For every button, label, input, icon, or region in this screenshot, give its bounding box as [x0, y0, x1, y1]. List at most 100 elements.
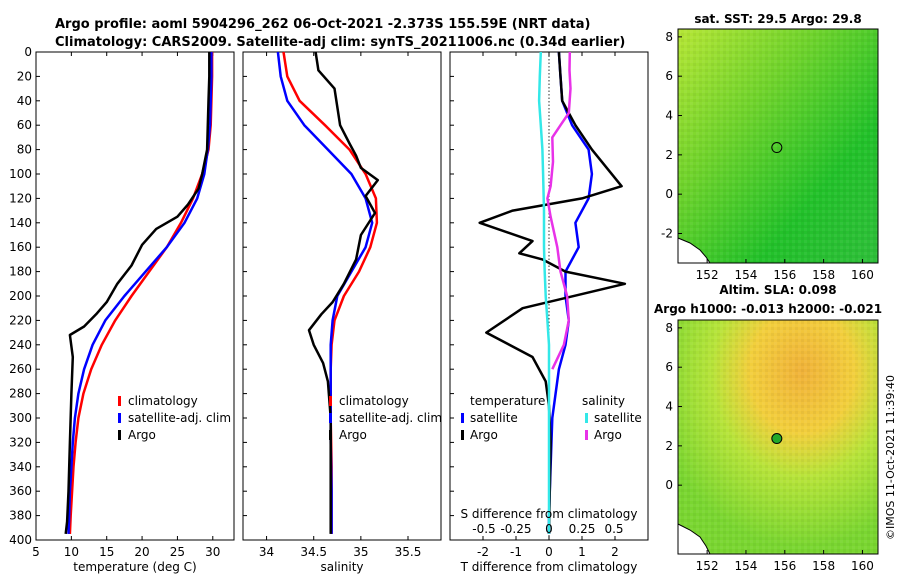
- y-tick-label: 40: [17, 94, 32, 108]
- legend-label-climatology: climatology: [339, 394, 409, 408]
- depth-axis-ticks: 0 20 40 60 80 100 120 140 160 180 200 220 240 260 280 3…: [9, 45, 454, 547]
- y-tick-label: 160: [9, 240, 32, 254]
- temperature-axes-frame: [35, 51, 235, 541]
- legend-swatch-climatology: [118, 396, 121, 406]
- legend-swatch-t-satellite: [461, 413, 464, 423]
- salinity-axes-frame: [242, 51, 442, 541]
- series-line-s-satellite: [537, 51, 551, 534]
- sst-heatmap-texture: [678, 29, 878, 263]
- s-tick-label: 0.25: [569, 522, 596, 536]
- legend-swatch-argo: [118, 430, 121, 440]
- map-y-tick-label: 6: [665, 360, 673, 374]
- series-line-s-argo: [546, 51, 572, 370]
- s-tick-label: 0.5: [604, 522, 623, 536]
- y-tick-label: 80: [17, 143, 32, 157]
- argo-location-marker: [771, 142, 783, 154]
- y-tick-label: 140: [9, 216, 32, 230]
- legend-label-satellite: satellite-adj. clim: [128, 411, 231, 425]
- salinity-xlabel: salinity: [320, 560, 363, 574]
- temperature-panel: 0 20 40 60 80 100 120 140 160 180 200 220 240 260 280 3…: [9, 45, 454, 574]
- salinity-difference-ticks: -0.5 -0.25 0 0.25 0.5: [472, 522, 623, 536]
- x-tick-label: 2: [611, 545, 619, 559]
- salinity-panel: 34 34.5 35 35.5 salinity climatology satell…: [242, 51, 442, 574]
- y-tick-label: 220: [9, 313, 32, 327]
- legend-label-argo: Argo: [128, 428, 156, 442]
- difference-xlabel: T difference from climatology: [460, 560, 638, 574]
- temperature-legend: climatology satellite-adj. clim Argo: [118, 394, 231, 442]
- legend-label-climatology: climatology: [128, 394, 198, 408]
- x-tick-label: -1: [510, 545, 522, 559]
- y-tick-label: 0: [24, 45, 32, 59]
- y-tick-label: 280: [9, 387, 32, 401]
- map-x-tick-label: 154: [735, 559, 758, 573]
- map-y-tick-label: -2: [661, 227, 673, 241]
- series-line-argo: [64, 52, 211, 535]
- y-tick-label: 180: [9, 265, 32, 279]
- map-y-tick-label: 0: [665, 187, 673, 201]
- legend-swatch-argo: [329, 430, 332, 440]
- series-line-t-argo: [478, 51, 627, 534]
- legend-label-s-argo: Argo: [594, 428, 622, 442]
- legend-label-argo: Argo: [339, 428, 367, 442]
- y-tick-label: 240: [9, 338, 32, 352]
- s-tick-label: -0.25: [500, 522, 531, 536]
- difference-series: [478, 51, 627, 534]
- sla-map-subtitle: Argo h1000: -0.013 h2000: -0.021: [654, 302, 882, 316]
- map-x-tick-label: 158: [812, 268, 835, 282]
- sst-map-frame: [677, 28, 879, 264]
- sst-map-panel: sat. SST: 29.5 Argo: 29.8 152 154 156 158 16…: [661, 12, 879, 282]
- map-x-tick-label: 152: [696, 559, 719, 573]
- legend-title-salinity: salinity: [582, 394, 625, 408]
- x-tick-label: 34: [259, 545, 274, 559]
- x-tick-label: 5: [32, 545, 40, 559]
- map-y-tick-label: 4: [665, 109, 673, 123]
- y-tick-label: 340: [9, 460, 32, 474]
- legend-swatch-climatology: [329, 396, 332, 406]
- sla-map-panel: Altim. SLA: 0.098 Argo h1000: -0.013 h20…: [654, 283, 882, 573]
- x-tick-label: 1: [578, 545, 586, 559]
- y-tick-label: 200: [9, 289, 32, 303]
- legend-swatch-satellite: [118, 413, 121, 423]
- figure-title-line1: Argo profile: aoml 5904296_262 06-Oct-20…: [55, 17, 590, 32]
- y-tick-label: 120: [9, 191, 32, 205]
- map-x-tick-label: 156: [773, 559, 796, 573]
- map-y-tick-label: 8: [665, 321, 673, 335]
- salinity-series: [276, 51, 380, 534]
- temperature-xlabel: temperature (deg C): [73, 560, 196, 574]
- difference-panel: -2 -1 0 1 2 T difference from climatology S …: [449, 51, 649, 574]
- s-tick-label: -0.5: [472, 522, 495, 536]
- sst-map-ticks: 152 154 156 158 160 -2 0 2 4 6 8: [661, 30, 874, 282]
- temperature-axis-ticks: 5 10 15 20 25 30: [32, 52, 220, 559]
- difference-legend: temperature salinity satellite Argo sate…: [461, 394, 642, 442]
- sst-map-title: sat. SST: 29.5 Argo: 29.8: [694, 12, 861, 26]
- legend-title-temperature: temperature: [470, 394, 545, 408]
- x-tick-label: 34.5: [300, 545, 327, 559]
- sla-map-title: Altim. SLA: 0.098: [719, 283, 836, 297]
- x-tick-label: 15: [99, 545, 114, 559]
- y-tick-label: 260: [9, 362, 32, 376]
- figure-title-line2: Climatology: CARS2009. Satellite-adj cli…: [55, 35, 625, 50]
- x-tick-label: 30: [205, 545, 220, 559]
- legend-label-satellite: satellite-adj. clim: [339, 411, 442, 425]
- x-tick-label: 20: [134, 545, 149, 559]
- x-tick-label: 25: [170, 545, 185, 559]
- y-tick-label: 100: [9, 167, 32, 181]
- difference-xlabel-top: S difference from climatology: [461, 507, 638, 521]
- x-tick-label: 0: [545, 545, 553, 559]
- series-line-satellite-adj-clim: [67, 52, 213, 534]
- map-y-tick-label: 0: [665, 478, 673, 492]
- legend-label-t-argo: Argo: [470, 428, 498, 442]
- map-x-tick-label: 156: [773, 268, 796, 282]
- x-tick-label: 35: [353, 545, 368, 559]
- sla-map-frame: [677, 319, 879, 555]
- legend-swatch-s-argo: [585, 430, 588, 440]
- legend-label-t-satellite: satellite: [470, 411, 518, 425]
- y-tick-label: 300: [9, 411, 32, 425]
- x-tick-label: 35.5: [395, 545, 422, 559]
- map-x-tick-label: 158: [812, 559, 835, 573]
- x-tick-label: -2: [477, 545, 489, 559]
- y-tick-label: 60: [17, 118, 32, 132]
- legend-label-s-satellite: satellite: [594, 411, 642, 425]
- difference-axis-ticks: -2 -1 0 1 2: [477, 52, 619, 559]
- y-tick-label: 320: [9, 435, 32, 449]
